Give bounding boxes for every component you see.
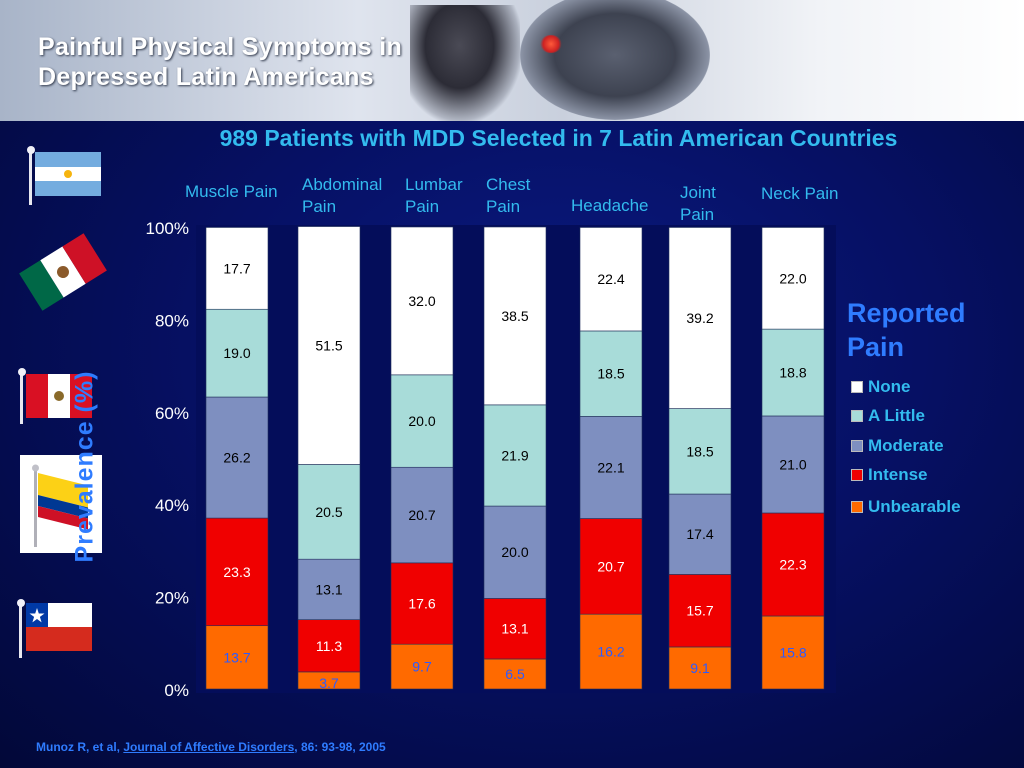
data-label: 18.5 xyxy=(686,443,713,459)
y-tick-label: 80% xyxy=(155,311,189,330)
data-label: 17.6 xyxy=(408,596,435,612)
data-label: 18.5 xyxy=(597,366,624,382)
legend-swatch-none xyxy=(851,381,863,393)
y-tick-label: 40% xyxy=(155,496,189,515)
data-label: 11.3 xyxy=(316,638,342,654)
legend-swatch-moderate xyxy=(851,440,863,452)
data-label: 22.0 xyxy=(779,270,806,286)
data-label: 20.7 xyxy=(408,507,435,523)
data-label: 17.7 xyxy=(223,260,250,276)
data-label: 23.3 xyxy=(223,564,250,580)
data-label: 26.2 xyxy=(223,450,250,466)
data-label: 9.1 xyxy=(690,660,710,676)
data-label: 20.0 xyxy=(408,413,435,429)
data-label: 22.3 xyxy=(779,556,806,572)
data-label: 13.1 xyxy=(315,581,342,597)
data-label: 38.5 xyxy=(501,308,528,324)
data-label: 22.4 xyxy=(597,271,624,287)
citation-journal[interactable]: Journal of Affective Disorders xyxy=(123,740,294,754)
legend-title: Reported Pain xyxy=(847,296,966,364)
citation: Munoz R, et al, Journal of Affective Dis… xyxy=(36,740,386,754)
data-label: 15.7 xyxy=(686,603,713,619)
data-label: 9.7 xyxy=(412,659,432,675)
data-label: 32.0 xyxy=(408,293,435,309)
data-label: 13.7 xyxy=(223,649,250,665)
data-label: 6.5 xyxy=(505,666,525,682)
legend-swatch-a-little xyxy=(851,410,863,422)
y-tick-label: 0% xyxy=(164,681,189,700)
data-label: 20.5 xyxy=(315,504,342,520)
y-tick-label: 60% xyxy=(155,404,189,423)
legend-item-unbearable: Unbearable xyxy=(851,497,961,517)
data-label: 15.8 xyxy=(779,645,806,661)
y-tick-label: 20% xyxy=(155,589,189,608)
legend-swatch-intense xyxy=(851,469,863,481)
data-label: 18.8 xyxy=(779,365,806,381)
data-label: 21.9 xyxy=(501,447,528,463)
data-label: 39.2 xyxy=(686,310,713,326)
legend-item-moderate: Moderate xyxy=(851,436,944,456)
legend-swatch-unbearable xyxy=(851,501,863,513)
data-label: 20.0 xyxy=(501,544,528,560)
citation-authors: Munoz R, et al, xyxy=(36,740,123,754)
data-label: 17.4 xyxy=(686,526,713,542)
y-tick-label: 100% xyxy=(146,219,189,238)
data-label: 19.0 xyxy=(223,345,250,361)
data-label: 21.0 xyxy=(779,456,806,472)
data-label: 22.1 xyxy=(597,459,624,475)
data-label: 13.1 xyxy=(501,621,528,637)
data-label: 20.7 xyxy=(597,558,624,574)
data-label: 3.7 xyxy=(319,675,339,691)
data-label: 51.5 xyxy=(315,338,342,354)
legend-item-intense: Intense xyxy=(851,465,928,485)
data-label: 16.2 xyxy=(597,644,624,660)
legend-item-none: None xyxy=(851,377,911,397)
legend-item-a-little: A Little xyxy=(851,406,925,426)
citation-rest: , 86: 93-98, 2005 xyxy=(294,740,385,754)
